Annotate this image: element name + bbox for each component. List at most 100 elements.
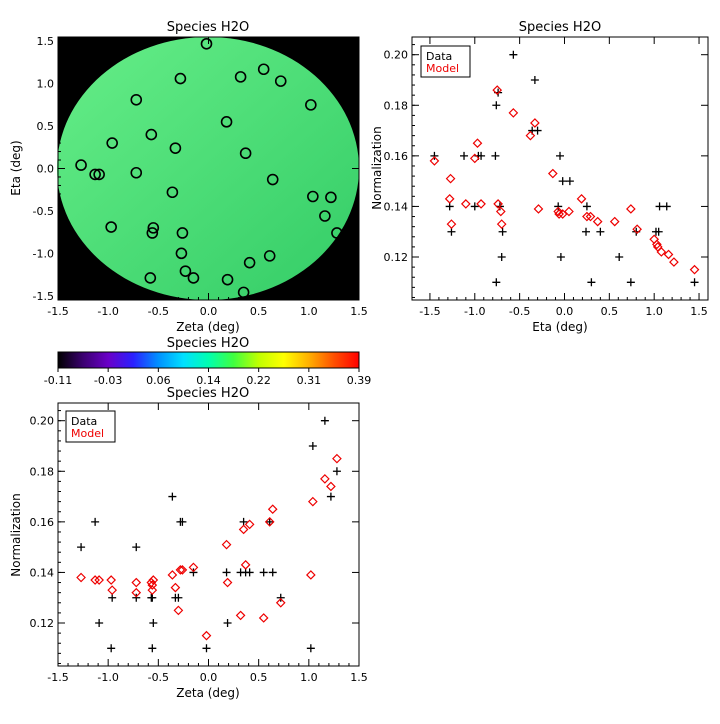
map-fiber-marker	[257, 63, 270, 76]
zeta-model-point	[305, 570, 316, 580]
eta-data-point	[470, 202, 479, 211]
map-fiber-marker	[147, 222, 160, 234]
zeta-data-point	[95, 619, 104, 628]
eta-data-point	[565, 177, 574, 186]
zeta-model-point	[332, 453, 342, 464]
eta-panel: Species H2O -1.5 -1.0 -0.5 0.0 0.5 1.0 1.5 0.12…	[370, 20, 709, 334]
map-fiber-marker	[169, 142, 182, 154]
map-fiber-marker	[220, 116, 233, 128]
eta-data-point	[533, 126, 542, 135]
zeta-y-tick-label: 0.14	[30, 566, 55, 579]
zeta-model-point	[107, 585, 118, 595]
eta-legend-model: Model	[426, 62, 459, 75]
zeta-model-point	[147, 585, 158, 595]
map-panel: Species H2O -1.5 -1.0 -0.5 0.0 0.5 1.0 1.5 -1.5…	[9, 20, 368, 334]
zeta-model-point	[173, 605, 184, 616]
zeta-data-point	[149, 619, 158, 628]
eta-y-tick-label: 0.18	[384, 99, 409, 112]
colorbar-tick-label: 0.39	[347, 374, 372, 387]
eta-data-point	[626, 278, 635, 287]
zeta-data-point	[320, 416, 329, 425]
zeta-model-point	[94, 575, 104, 585]
zeta-data-point	[132, 543, 141, 552]
eta-data-point	[447, 227, 456, 236]
map-fiber-marker	[174, 72, 187, 85]
zeta-model-point	[106, 575, 117, 585]
eta-model-point	[444, 193, 455, 204]
zeta-y-tick-label: 0.16	[30, 516, 55, 529]
zeta-legend-data: Data	[71, 415, 97, 428]
eta-legend-data: Data	[426, 50, 452, 63]
zeta-model-point	[175, 565, 186, 575]
zeta-x-tick-label: 0.5	[250, 671, 268, 684]
zeta-model-point	[147, 580, 158, 590]
map-y-tick-label: -1.5	[33, 290, 54, 303]
zeta-legend-model: Model	[71, 427, 104, 440]
zeta-x-tick-label: 0.0	[200, 671, 218, 684]
map-fiber-marker	[266, 173, 279, 186]
map-fiber-marker	[176, 227, 189, 239]
eta-model-point	[493, 199, 503, 209]
zeta-data-point	[265, 517, 274, 526]
map-fiber-marker	[319, 210, 331, 222]
eta-data-point	[556, 253, 565, 262]
map-fiber-marker	[144, 272, 157, 284]
zeta-data-point	[148, 644, 157, 653]
eta-x-tick-label: -1.0	[464, 305, 485, 318]
map-fiber-marker	[146, 227, 159, 239]
eta-data-point	[445, 202, 454, 211]
eta-y-tick-label: 0.12	[384, 251, 409, 264]
zeta-data-point	[174, 593, 183, 602]
zeta-x-tick-label: 1.0	[300, 671, 318, 684]
zeta-data-point	[77, 543, 86, 552]
zeta-model-point	[238, 524, 249, 535]
zeta-model-point	[76, 572, 86, 583]
zeta-x-tick-label: -0.5	[148, 671, 169, 684]
eta-data-point	[460, 151, 469, 160]
eta-data-point	[477, 151, 486, 160]
eta-x-tick-label: 1.5	[690, 305, 708, 318]
zeta-model-point	[307, 496, 318, 507]
eta-x-tick-label: 0.0	[556, 305, 574, 318]
eta-data-point	[530, 75, 539, 84]
eta-x-tick-label: 0.5	[601, 305, 619, 318]
zeta-data-point	[178, 517, 187, 526]
colorbar-tick-label: 0.06	[146, 374, 171, 387]
map-fiber-marker	[237, 286, 250, 299]
map-fiber-marker	[166, 186, 179, 199]
map-x-tick-label: 1.5	[350, 305, 368, 318]
zeta-model-point	[90, 575, 100, 585]
eta-x-tick-label: -1.5	[419, 305, 440, 318]
map-y-tick-label: -0.5	[33, 205, 54, 218]
eta-model-point	[582, 211, 592, 222]
zeta-data-point	[245, 568, 254, 577]
map-fiber-marker	[274, 75, 287, 87]
map-fiber-marker	[175, 247, 188, 260]
eta-model-point	[564, 206, 574, 217]
eta-data-point	[558, 177, 567, 186]
zeta-panel: Species H2O -1.5 -1.0 -0.5 0.0 0.5 1.0 1.5 0.12…	[9, 386, 368, 700]
colorbar-tick-label: -0.03	[94, 374, 122, 387]
map-x-tick-label: -1.5	[47, 305, 68, 318]
zeta-data-point	[202, 644, 211, 653]
zeta-x-tick-label: -1.5	[47, 671, 68, 684]
eta-frame	[411, 36, 709, 301]
map-x-tick-label: 0.0	[200, 305, 218, 318]
map-title: Species H2O	[167, 20, 249, 35]
map-fiber-marker	[221, 273, 234, 286]
eta-model-point	[632, 224, 642, 235]
zeta-model-point	[222, 577, 233, 588]
zeta-model-point	[320, 474, 330, 484]
eta-data-point	[492, 101, 501, 110]
eta-data-point	[497, 253, 506, 262]
map-fiber-marker	[93, 168, 105, 181]
zeta-data-point	[268, 568, 277, 577]
zeta-x-label: Zeta (deg)	[176, 686, 239, 700]
zeta-model-point	[258, 613, 269, 623]
map-fiber-marker	[243, 256, 256, 269]
eta-data-point	[582, 227, 591, 236]
zeta-data-point	[168, 492, 177, 501]
zeta-model-point	[240, 559, 251, 570]
map-fiber-marker	[130, 166, 143, 179]
